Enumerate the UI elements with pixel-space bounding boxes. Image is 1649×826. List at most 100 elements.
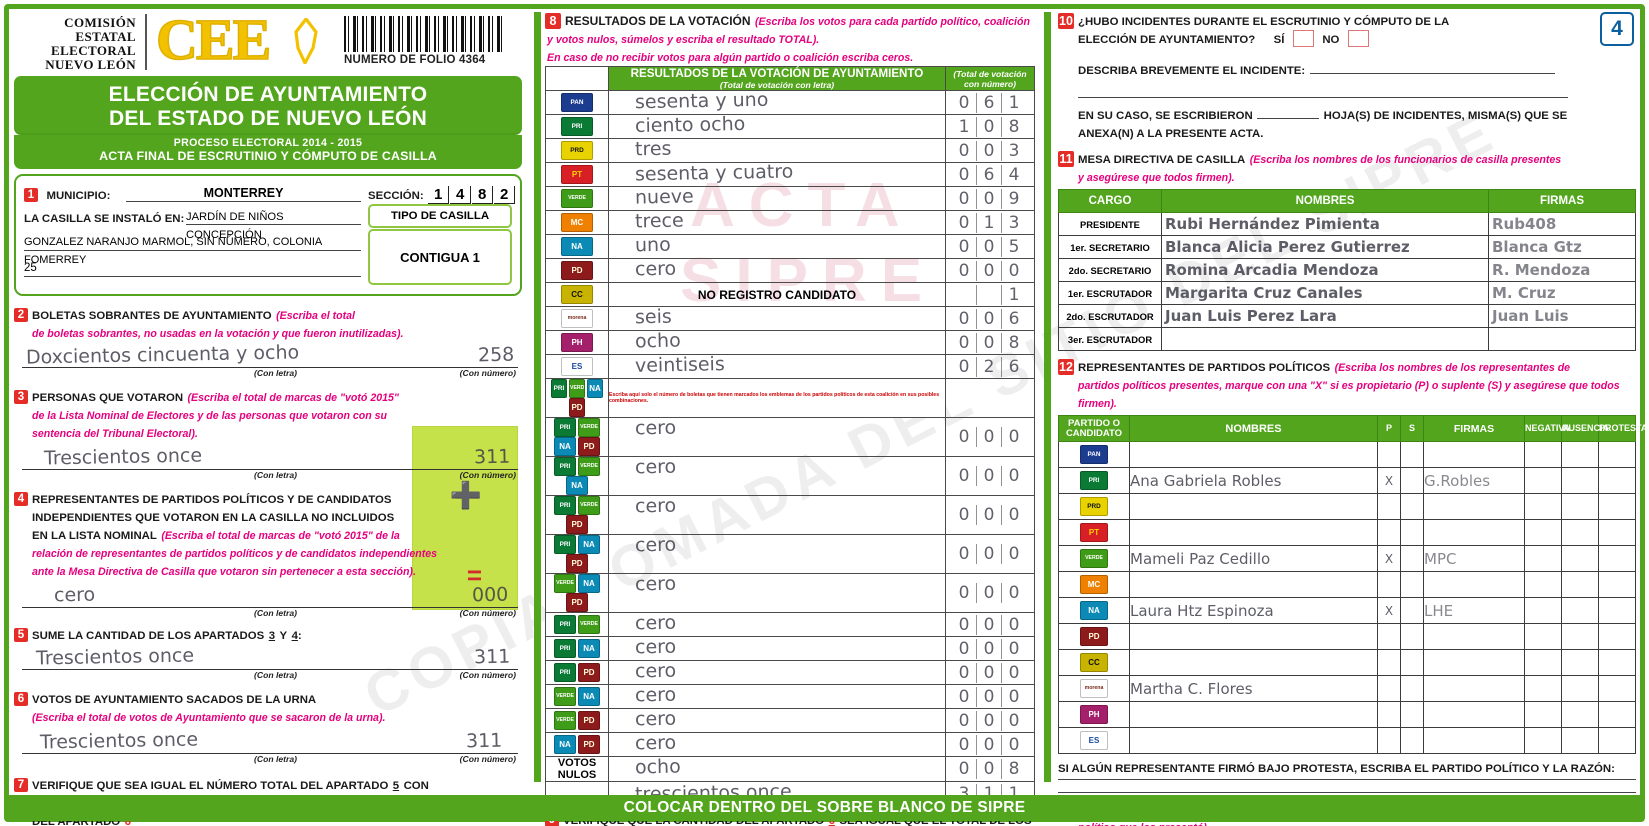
section-5-letra-value[interactable]: Trescientos once — [35, 644, 195, 670]
section-3-numero-value[interactable]: 311 — [473, 445, 511, 469]
representante-negativa[interactable] — [1524, 675, 1562, 702]
representante-negativa[interactable] — [1524, 597, 1562, 624]
representante-ausencia[interactable] — [1561, 701, 1599, 728]
mesa-firma[interactable]: M. Cruz — [1488, 281, 1636, 305]
representante-negativa[interactable] — [1524, 571, 1562, 598]
section-4-letra-value[interactable]: cero — [53, 583, 96, 607]
representante-nombre[interactable]: Mameli Paz Cedillo — [1129, 545, 1378, 572]
municipio-value[interactable]: MONTERREY — [203, 186, 284, 200]
representante-p[interactable] — [1377, 727, 1401, 754]
representante-nombre[interactable] — [1129, 571, 1378, 598]
votacion-row-letras[interactable]: tres — [608, 138, 946, 163]
coalition-row-letras[interactable]: cero — [608, 417, 946, 457]
section-2-letra-value[interactable]: Doxcientos cincuenta y ocho — [25, 341, 300, 369]
representante-nombre[interactable] — [1129, 493, 1378, 520]
no-checkbox[interactable] — [1347, 30, 1369, 48]
describa-incidente-input[interactable] — [1309, 61, 1555, 74]
section-4-numero-value[interactable]: 000 — [471, 583, 509, 607]
representante-negativa[interactable] — [1524, 649, 1562, 676]
representante-nombre[interactable] — [1129, 441, 1378, 468]
representante-nombre[interactable] — [1129, 649, 1378, 676]
representante-ausencia[interactable] — [1561, 649, 1599, 676]
representante-s[interactable] — [1400, 597, 1424, 624]
mesa-nombre[interactable]: Rubi Hernández Pimienta — [1161, 212, 1489, 236]
mesa-firma[interactable]: Juan Luis — [1488, 304, 1636, 328]
section-6-letra-value[interactable]: Trescientos once — [39, 728, 199, 754]
votacion-row-letras[interactable]: uno — [608, 234, 946, 259]
representante-s[interactable] — [1400, 571, 1424, 598]
votos-nulos-letra[interactable]: ocho — [634, 755, 681, 779]
coalition-row-letras[interactable]: cero — [608, 684, 946, 709]
representante-protesta[interactable] — [1598, 519, 1636, 546]
representante-ausencia[interactable] — [1561, 519, 1599, 546]
representante-p[interactable]: X — [1377, 597, 1401, 624]
mesa-nombre[interactable] — [1161, 327, 1489, 351]
representante-p[interactable] — [1377, 701, 1401, 728]
coalition-row-letras[interactable]: cero — [608, 495, 946, 535]
representante-negativa[interactable] — [1524, 701, 1562, 728]
mesa-firma[interactable]: R. Mendoza — [1488, 258, 1636, 282]
representante-nombre[interactable]: Laura Htz Espinoza — [1129, 597, 1378, 624]
votacion-row-letras[interactable]: veintiseis — [608, 353, 946, 379]
representante-nombre[interactable]: Ana Gabriela Robles — [1129, 467, 1378, 494]
representante-protesta[interactable] — [1598, 727, 1636, 754]
representante-negativa[interactable] — [1524, 545, 1562, 572]
representante-nombre[interactable] — [1129, 727, 1378, 754]
representante-negativa[interactable] — [1524, 519, 1562, 546]
representante-ausencia[interactable] — [1561, 467, 1599, 494]
representante-firma[interactable]: LHE — [1423, 597, 1525, 624]
representante-firma[interactable] — [1423, 519, 1525, 546]
representante-nombre[interactable] — [1129, 701, 1378, 728]
representante-s[interactable] — [1400, 467, 1424, 494]
section-5-numero-value[interactable]: 311 — [473, 645, 511, 669]
representante-s[interactable] — [1400, 441, 1424, 468]
representante-firma[interactable] — [1423, 675, 1525, 702]
hojas-incidentes-input[interactable] — [1257, 106, 1320, 119]
coalition-row-letras[interactable]: cero — [608, 660, 946, 685]
representante-firma[interactable] — [1423, 701, 1525, 728]
votacion-row-letras[interactable]: NO REGISTRO CANDIDATO — [608, 282, 946, 307]
representante-firma[interactable]: MPC — [1423, 545, 1525, 572]
representante-protesta[interactable] — [1598, 571, 1636, 598]
representante-ausencia[interactable] — [1561, 623, 1599, 650]
mesa-firma[interactable]: Rub408 — [1488, 212, 1636, 236]
coalition-row-letras[interactable]: cero — [608, 612, 946, 637]
representante-firma[interactable] — [1423, 441, 1525, 468]
representante-ausencia[interactable] — [1561, 597, 1599, 624]
representante-protesta[interactable] — [1598, 623, 1636, 650]
representante-s[interactable] — [1400, 519, 1424, 546]
representante-negativa[interactable] — [1524, 467, 1562, 494]
representante-firma[interactable] — [1423, 623, 1525, 650]
representante-firma[interactable] — [1423, 727, 1525, 754]
votacion-row-letras[interactable]: ciento ocho — [608, 113, 946, 139]
representante-ausencia[interactable] — [1561, 493, 1599, 520]
votacion-row-letras[interactable]: nueve — [608, 185, 946, 211]
representante-firma[interactable]: G.Robles — [1423, 467, 1525, 494]
representante-ausencia[interactable] — [1561, 727, 1599, 754]
coalition-row-letras[interactable]: cero — [608, 573, 946, 613]
representante-p[interactable] — [1377, 571, 1401, 598]
casilla-line-2[interactable]: GONZALEZ NARANJO MARMOL, SIN NÚMERO, COL… — [24, 236, 322, 266]
representante-s[interactable] — [1400, 623, 1424, 650]
votacion-row-letras[interactable]: trece — [608, 210, 946, 235]
representante-nombre[interactable] — [1129, 519, 1378, 546]
coalition-row-letras[interactable]: cero — [608, 708, 946, 733]
representante-negativa[interactable] — [1524, 623, 1562, 650]
